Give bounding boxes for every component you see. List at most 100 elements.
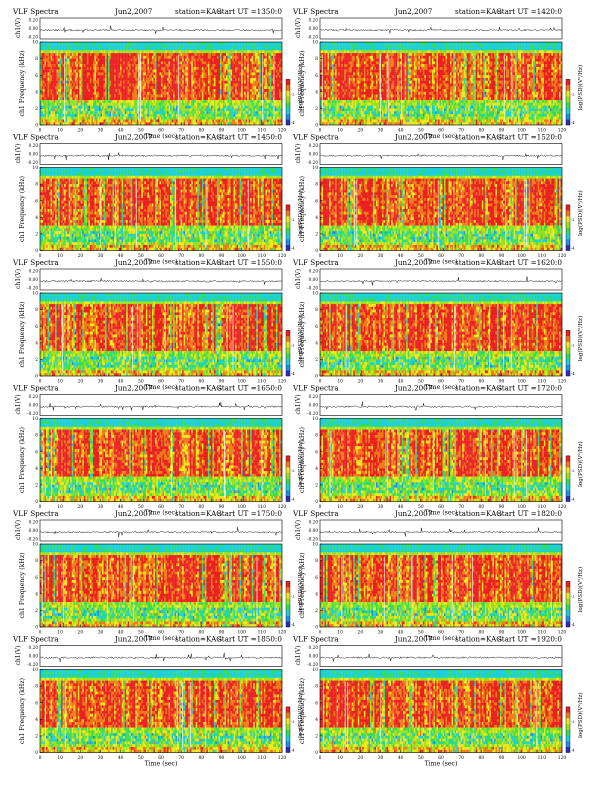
spectrogram-cell xyxy=(45,70,47,73)
spectrogram-cell xyxy=(43,117,45,120)
spectrogram-cell xyxy=(43,97,45,100)
spectrogram-cell xyxy=(66,103,68,106)
spectrogram-cell xyxy=(55,81,57,84)
spectrogram-cell xyxy=(70,75,72,78)
spectrogram-cell xyxy=(43,42,45,45)
chart-panel-1: VLF Spectra Jun2,2007 station=KAGstart UT … xyxy=(12,7,304,140)
spectrogram-cell xyxy=(67,106,69,109)
spectrogram-cell xyxy=(57,67,59,70)
spectrogram-cell xyxy=(48,45,50,48)
spectrogram-cell xyxy=(66,89,68,92)
spectrogram-cell xyxy=(48,111,50,114)
spectrogram-cell xyxy=(60,95,62,98)
spectrogram-cell xyxy=(55,86,57,89)
spectrogram-cell xyxy=(43,86,45,89)
spectrogram-cell xyxy=(54,114,56,117)
spectrogram-cell xyxy=(45,95,47,98)
spectrogram-cell xyxy=(70,53,72,56)
spectrogram-cell xyxy=(46,114,48,117)
spectrogram-cell xyxy=(55,92,57,95)
spectrogram-cell xyxy=(61,78,63,81)
spectrogram-cell xyxy=(69,59,71,62)
spectrogram-cell xyxy=(69,106,71,109)
spectrogram-cell xyxy=(51,56,53,59)
spectrogram-cell xyxy=(70,86,72,89)
spectrogram-cell xyxy=(55,100,57,103)
spectrogram-cell xyxy=(61,70,63,73)
spectrogram-cell xyxy=(57,53,59,56)
spectrogram-cell xyxy=(48,48,50,51)
spectrogram-cell xyxy=(49,72,51,75)
spectrogram-cell xyxy=(61,42,63,45)
spectrogram-cell xyxy=(60,103,62,106)
spectrogram-cell xyxy=(52,81,54,84)
panel-date: Jun2,2007 xyxy=(114,7,153,16)
spectrogram-cell xyxy=(49,50,51,53)
spectrogram-cell xyxy=(60,59,62,62)
spectrogram-cell xyxy=(45,64,47,67)
spectrogram-cell xyxy=(57,56,59,59)
spectrogram-cell xyxy=(70,111,72,114)
waveform-ytick: -0.20 xyxy=(27,35,38,40)
spectrogram-cell xyxy=(63,59,65,62)
spectrogram-cell xyxy=(49,61,51,64)
spectrogram-cell xyxy=(70,89,72,92)
spectrogram-cell xyxy=(69,81,71,84)
spectrogram-cell xyxy=(63,64,65,67)
spectrogram-cell xyxy=(48,89,50,92)
spectrogram-cell xyxy=(51,59,53,62)
spectrogram-cell xyxy=(42,67,44,70)
spectrogram-cell xyxy=(45,119,47,122)
spectrogram-cell xyxy=(67,64,69,67)
spectrogram-cell xyxy=(67,108,69,111)
spectrogram-cell xyxy=(51,106,53,109)
spectrogram-cell xyxy=(63,106,65,109)
spectrogram-cell xyxy=(66,97,68,100)
spectrogram-cell xyxy=(70,92,72,95)
spectrogram-cell xyxy=(69,97,71,100)
spectrogram-cell xyxy=(63,103,65,106)
panel-title: VLF Spectra xyxy=(12,7,59,16)
spectrogram-cell xyxy=(51,70,53,73)
spectrogram-cell xyxy=(57,92,59,95)
spectrogram-cell xyxy=(66,95,68,98)
spectrogram-cell xyxy=(46,42,48,45)
spectrogram-cell xyxy=(54,81,56,84)
spectrogram-cell xyxy=(46,78,48,81)
spectrogram-cell xyxy=(52,45,54,48)
spectrogram-cell xyxy=(49,106,51,109)
spectrogram xyxy=(40,42,282,125)
spectrogram-cell xyxy=(58,50,60,53)
spectrogram-cell xyxy=(63,61,65,64)
spectrogram-cell xyxy=(42,50,44,53)
spectrogram-cell xyxy=(58,61,60,64)
spectrogram-cell xyxy=(63,95,65,98)
spectrogram-cell xyxy=(69,75,71,78)
spectrogram-cell xyxy=(52,95,54,98)
spectrogram-cell xyxy=(72,56,74,59)
spectrogram-cell xyxy=(54,42,56,45)
spectrogram-cell xyxy=(58,119,60,122)
spectrogram-cell xyxy=(69,89,71,92)
spectrogram-cell xyxy=(46,92,48,95)
spectrogram-cell xyxy=(58,92,60,95)
spectrogram-cell xyxy=(57,84,59,87)
spectrogram-cell xyxy=(57,61,59,64)
spectrogram-cell xyxy=(52,114,54,117)
spectrogram-cell xyxy=(45,75,47,78)
spectrogram-cell xyxy=(52,70,54,73)
spectrogram-cell xyxy=(55,61,57,64)
spectrogram-cell xyxy=(69,50,71,53)
spectrogram-cell xyxy=(55,108,57,111)
spectrogram-cell xyxy=(67,61,69,64)
spectrogram-cell xyxy=(60,67,62,70)
spectrogram-cell xyxy=(58,89,60,92)
spectrogram-cell xyxy=(49,97,51,100)
spectrogram-cell xyxy=(72,50,74,53)
spectrogram-cell xyxy=(45,111,47,114)
spectrogram-cell xyxy=(43,61,45,64)
spectrogram-cell xyxy=(67,84,69,87)
spectrogram-cell xyxy=(43,53,45,56)
spectrogram-cell xyxy=(58,78,60,81)
spectrogram-cell xyxy=(42,86,44,89)
